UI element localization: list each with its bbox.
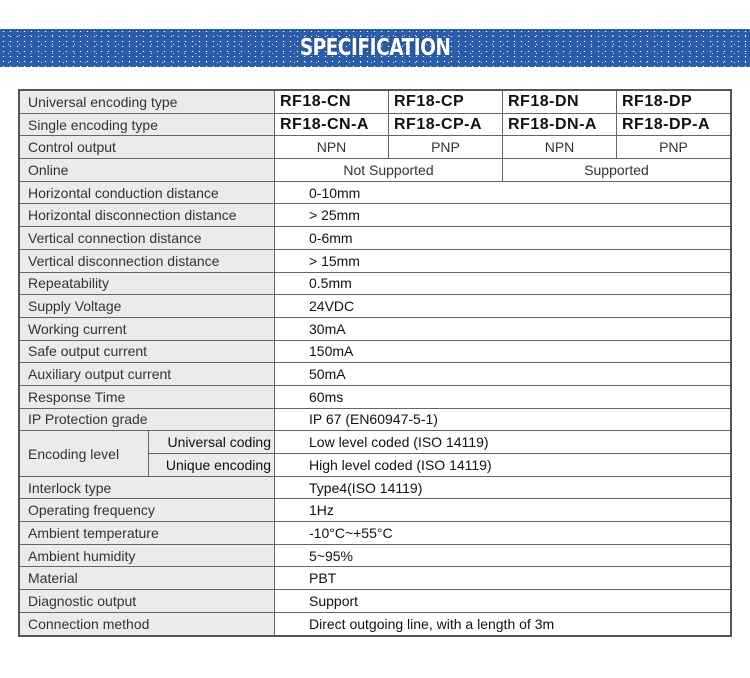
model-cell: RF18-DN — [502, 89, 617, 114]
table-row: Response Time 60ms — [18, 384, 732, 409]
row-label: Universal encoding type — [18, 89, 275, 114]
row-value: 1Hz — [274, 498, 732, 523]
row-value: PBT — [274, 566, 732, 591]
specification-banner: SPECIFICATION — [0, 29, 750, 67]
row-value: 0.5mm — [274, 271, 732, 296]
output-cell: NPN — [274, 135, 389, 160]
table-row: Control output NPN PNP NPN PNP — [18, 135, 732, 160]
table-row: Operating frequency 1Hz — [18, 498, 732, 523]
spec-table: Universal encoding type RF18-CN RF18-CP … — [18, 89, 732, 637]
row-value: Support — [274, 589, 732, 613]
table-row: Auxiliary output current 50mA — [18, 362, 732, 386]
row-label: Vertical disconnection distance — [18, 248, 275, 273]
row-label: Repeatability — [18, 271, 275, 296]
table-row: Vertical disconnection distance > 15mm — [18, 248, 732, 273]
table-row: Ambient humidity 5~95% — [18, 543, 732, 568]
row-value: 0-6mm — [274, 226, 732, 250]
model-cell: RF18-DN-A — [502, 112, 617, 137]
table-row: Supply Voltage 24VDC — [18, 294, 732, 318]
table-row: Working current 30mA — [18, 316, 732, 341]
row-value: 0-10mm — [274, 180, 732, 205]
table-row: Single encoding type RF18-CN-A RF18-CP-A… — [18, 112, 732, 137]
row-value: IP 67 (EN60947-5-1) — [274, 407, 732, 432]
model-cell: RF18-CP — [388, 89, 503, 114]
row-label: Diagnostic output — [18, 589, 275, 613]
row-value: 60ms — [274, 384, 732, 409]
row-label: Online — [18, 158, 275, 182]
row-value: 30mA — [274, 316, 732, 341]
row-label: Operating frequency — [18, 498, 275, 523]
output-cell: PNP — [388, 135, 503, 160]
row-label: Safe output current — [18, 339, 275, 364]
model-cell: RF18-DP — [616, 89, 732, 114]
online-cell: Supported — [502, 158, 732, 182]
row-value: Type4(ISO 14119) — [274, 475, 732, 500]
row-label: Horizontal conduction distance — [18, 180, 275, 205]
banner-title: SPECIFICATION — [299, 35, 451, 61]
row-value: High level coded (ISO 14119) — [274, 453, 732, 477]
table-row: IP Protection grade IP 67 (EN60947-5-1) — [18, 407, 732, 432]
row-label: Working current — [18, 316, 275, 341]
row-label: Material — [18, 566, 275, 591]
row-label: Vertical connection distance — [18, 226, 275, 250]
row-label: Response Time — [18, 384, 275, 409]
row-value: > 15mm — [274, 248, 732, 273]
row-label: Supply Voltage — [18, 294, 275, 318]
row-value: > 25mm — [274, 203, 732, 228]
table-row: Unique encoding High level coded (ISO 141… — [19, 453, 732, 477]
row-label: Ambient humidity — [18, 543, 275, 568]
table-row: Diagnostic output Support — [18, 589, 732, 613]
row-label: IP Protection grade — [18, 407, 275, 432]
row-value: 24VDC — [274, 294, 732, 318]
row-label: Horizontal disconnection distance — [18, 203, 275, 228]
table-row: Repeatability 0.5mm — [18, 271, 732, 296]
table-row: Vertical connection distance 0-6mm — [18, 226, 732, 250]
table-row: Horizontal disconnection distance > 25mm — [18, 203, 732, 228]
table-row: Safe output current 150mA — [18, 339, 732, 364]
table-row: Universal encoding type RF18-CN RF18-CP … — [18, 89, 732, 114]
model-cell: RF18-CN — [274, 89, 389, 114]
row-value: 50mA — [274, 362, 732, 386]
row-value: Direct outgoing line, with a length of 3… — [274, 611, 732, 637]
model-cell: RF18-CN-A — [274, 112, 389, 137]
row-label: Ambient temperature — [18, 521, 275, 545]
model-cell: RF18-DP-A — [616, 112, 732, 137]
sub-label: Universal coding — [148, 430, 275, 454]
row-value: 150mA — [274, 339, 732, 364]
table-row: Material PBT — [18, 566, 732, 591]
table-row: Ambient temperature -10°C~+55°C — [18, 521, 732, 545]
table-row: Online Not Supported Supported — [18, 158, 732, 182]
output-cell: NPN — [502, 135, 617, 160]
encoding-level-label: Encoding level — [18, 430, 149, 477]
row-label: Single encoding type — [18, 112, 275, 137]
model-cell: RF18-CP-A — [388, 112, 503, 137]
table-row: Encoding level Universal coding Low level … — [18, 430, 732, 477]
row-value: Low level coded (ISO 14119) — [274, 430, 732, 454]
row-label: Connection method — [18, 611, 275, 637]
row-label: Auxiliary output current — [18, 362, 275, 386]
table-row: Horizontal conduction distance 0-10mm — [18, 180, 732, 205]
output-cell: PNP — [616, 135, 732, 160]
row-label: Interlock type — [18, 475, 275, 500]
row-value: 5~95% — [274, 543, 732, 568]
online-cell: Not Supported — [274, 158, 503, 182]
sub-label: Unique encoding — [148, 453, 275, 477]
table-row: Connection method Direct outgoing line, w… — [18, 611, 732, 637]
row-value: -10°C~+55°C — [274, 521, 732, 545]
table-row: Interlock type Type4(ISO 14119) — [18, 475, 732, 500]
row-label: Control output — [18, 135, 275, 160]
